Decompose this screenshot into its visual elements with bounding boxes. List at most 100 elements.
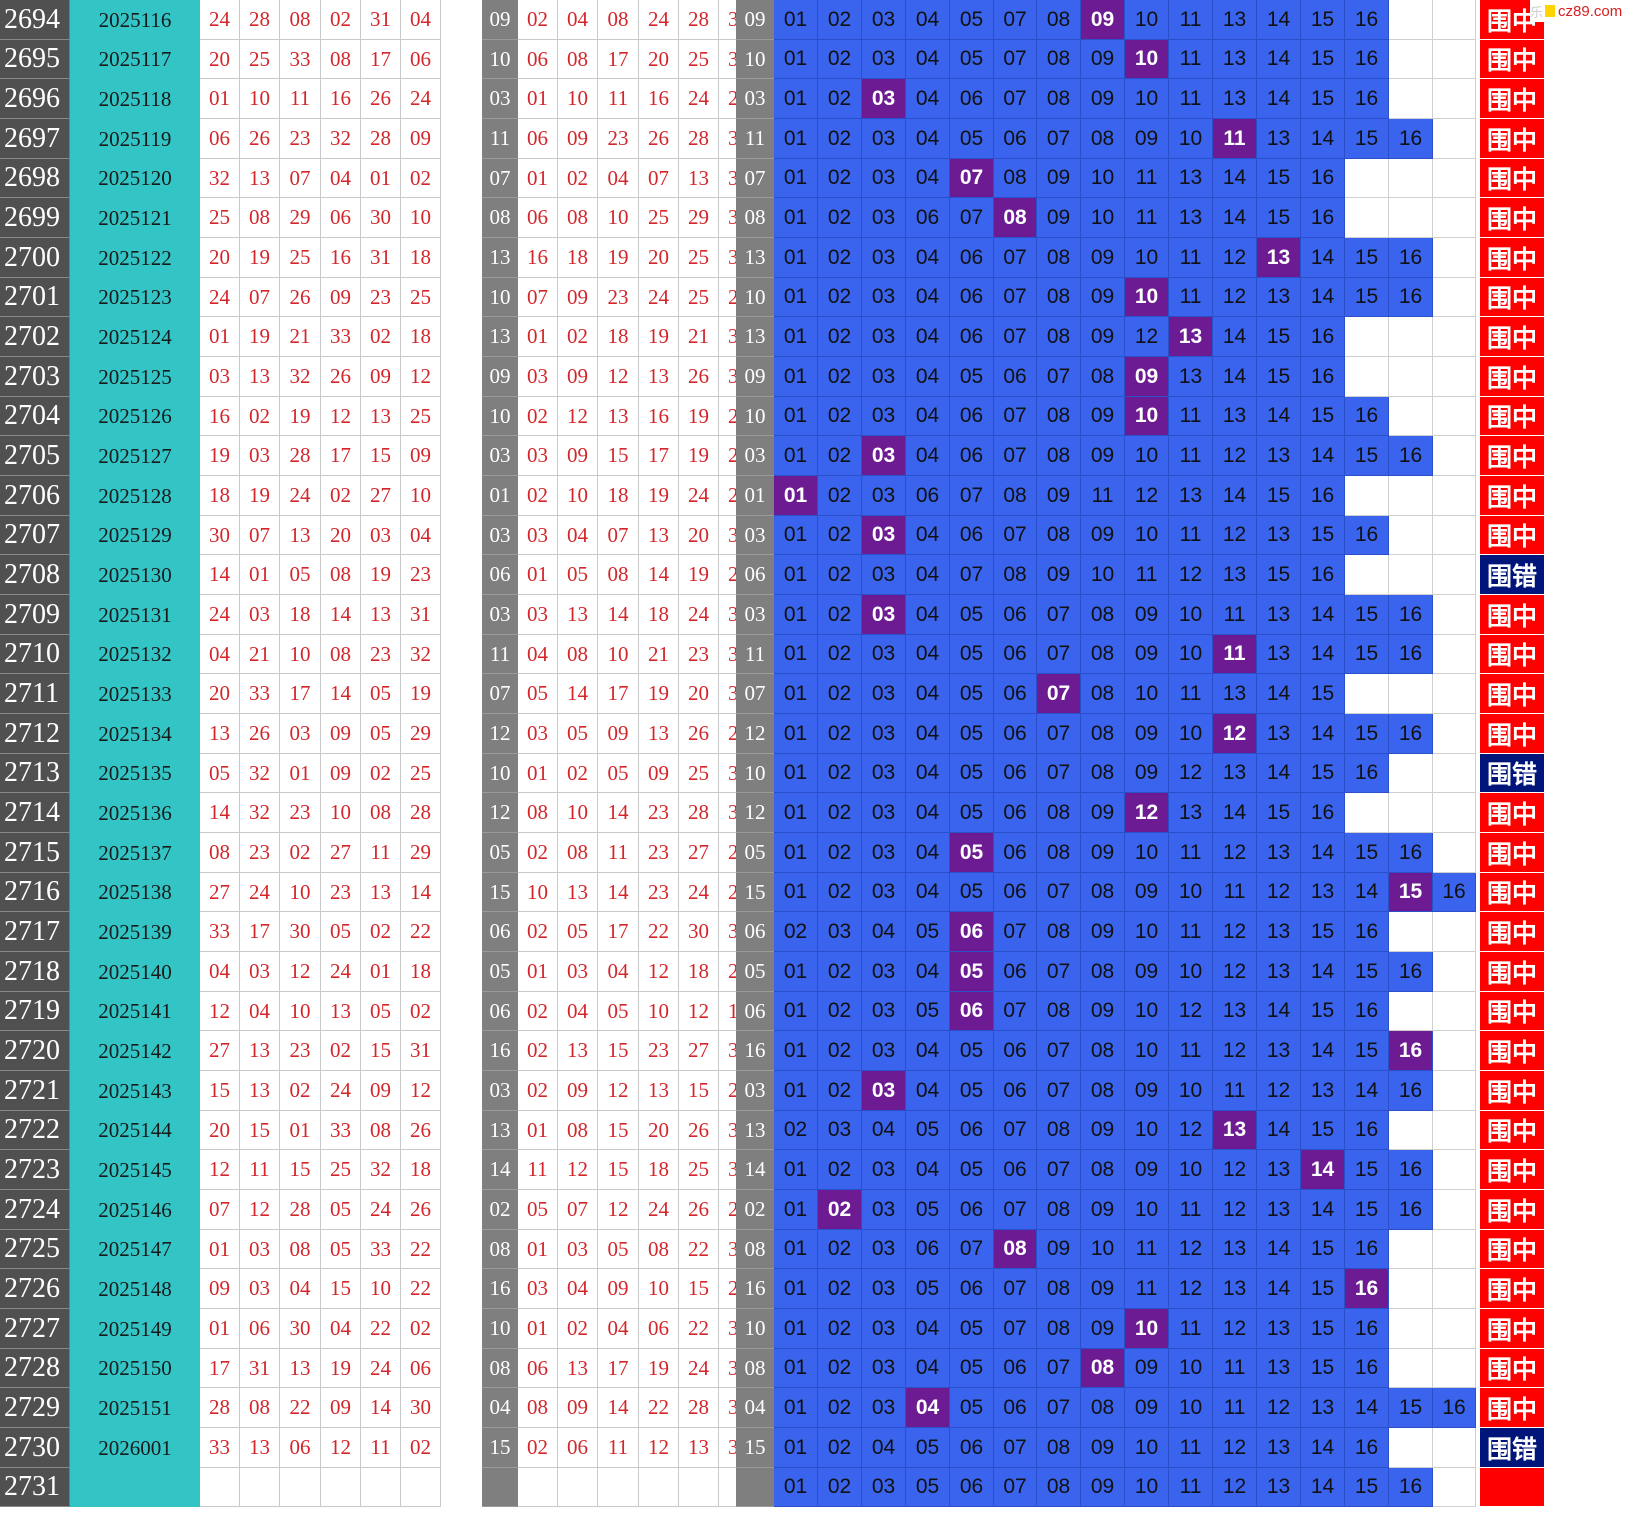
candidate-number: 09: [1081, 1269, 1125, 1309]
empty-candidate-cell: [1433, 1230, 1476, 1269]
candidate-number: 08: [994, 555, 1037, 595]
candidate-number: 15: [1257, 317, 1301, 357]
drawn-red-ball: 08: [280, 1230, 321, 1269]
candidate-number: 16: [1389, 635, 1433, 674]
candidate-number: 04: [906, 833, 950, 873]
sorted-red-ball: 13: [639, 357, 679, 397]
candidate-number: 11: [1169, 912, 1213, 952]
candidate-number: 04: [906, 873, 950, 912]
row-index: 2716: [0, 873, 70, 912]
candidate-number: 15: [1301, 1349, 1345, 1388]
drawn-red-ball: 32: [361, 1150, 401, 1190]
drawn-red-ball: 22: [401, 1230, 441, 1269]
drawn-red-ball: 07: [280, 159, 321, 198]
period-number: 2025144: [70, 1111, 200, 1150]
drawn-red-ball: 10: [240, 79, 280, 119]
candidate-number: 09: [1125, 952, 1169, 992]
candidate-number: 09: [1081, 1309, 1125, 1349]
candidate-number: 11: [1169, 1190, 1213, 1230]
sorted-red-ball: 01: [518, 555, 558, 595]
candidate-number: 15: [1301, 516, 1345, 555]
drawn-red-ball: 26: [321, 357, 361, 397]
candidate-number: 13: [1169, 357, 1213, 397]
blue-ball: 15: [482, 873, 518, 912]
result-badge: 围中: [1480, 674, 1544, 714]
drawn-red-ball: 09: [321, 714, 361, 754]
drawn-red-ball: 28: [361, 119, 401, 159]
candidate-number: 06: [994, 674, 1037, 714]
sorted-red-ball: 08: [558, 833, 598, 873]
drawn-red-ball: 06: [401, 40, 441, 79]
sorted-red-ball: 06: [518, 198, 558, 238]
candidate-number: 09: [1081, 992, 1125, 1031]
drawn-red-ball: 20: [200, 238, 240, 278]
empty-candidate-cell: [1389, 992, 1433, 1031]
empty-candidate-cell: [1389, 793, 1433, 833]
sorted-red-ball: 18: [639, 595, 679, 635]
drawn-red-ball: 02: [321, 476, 361, 516]
result-badge: 围错: [1480, 555, 1544, 595]
drawn-red-ball: 22: [401, 912, 441, 952]
drawn-red-ball: 06: [401, 1349, 441, 1388]
blue-ball-repeat: 10: [736, 754, 774, 793]
drawn-red-ball: 15: [361, 436, 401, 476]
candidate-number: 09: [1125, 1388, 1169, 1428]
candidate-number: 13: [1213, 555, 1257, 595]
empty-candidate-cell: [1433, 555, 1476, 595]
sorted-red-ball: 18: [598, 476, 639, 516]
blue-ball: 10: [482, 278, 518, 317]
candidate-number: 13: [1301, 1071, 1345, 1111]
empty-candidate-cell: [1345, 198, 1389, 238]
result-badge: 围中: [1480, 793, 1544, 833]
candidate-number: 10: [1081, 555, 1125, 595]
empty-candidate-cell: [1389, 357, 1433, 397]
candidate-number: 06: [950, 1428, 994, 1468]
sorted-red-ball: 04: [558, 992, 598, 1031]
drawn-red-ball: 13: [280, 516, 321, 555]
result-badge: 围中: [1480, 952, 1544, 992]
blue-ball-repeat: 08: [736, 1349, 774, 1388]
result-badge: 围错: [1480, 1428, 1544, 1468]
candidate-number: 15: [1257, 555, 1301, 595]
candidate-number: 12: [1169, 754, 1213, 793]
candidate-number: 11: [1213, 595, 1257, 635]
candidate-hit-number: 09: [1125, 357, 1169, 397]
empty-candidate-cell: [1433, 1468, 1476, 1507]
sorted-red-ball: 01: [518, 952, 558, 992]
candidate-number: 11: [1169, 1031, 1213, 1071]
candidate-number: 15: [1345, 952, 1389, 992]
drawn-red-ball: 11: [280, 79, 321, 119]
candidate-number: 08: [1037, 0, 1081, 40]
candidate-number: 15: [1345, 1031, 1389, 1071]
drawn-red-ball: 21: [240, 635, 280, 674]
drawn-red-ball: 08: [240, 1388, 280, 1428]
sorted-red-ball: 01: [518, 317, 558, 357]
drawn-red-ball: 30: [361, 198, 401, 238]
drawn-red-ball: 17: [200, 1349, 240, 1388]
candidate-number: 08: [1037, 833, 1081, 873]
empty-candidate-cell: [1345, 674, 1389, 714]
period-number: 2025116: [70, 0, 200, 40]
empty-candidate-cell: [1389, 397, 1433, 436]
drawn-red-ball: 19: [240, 317, 280, 357]
candidate-hit-number: 03: [862, 595, 906, 635]
blue-ball: 16: [482, 1269, 518, 1309]
sorted-red-ball: 09: [558, 436, 598, 476]
candidate-number: 01: [774, 159, 818, 198]
blue-ball: 08: [482, 1230, 518, 1269]
candidate-number: 06: [950, 1269, 994, 1309]
candidate-number: 13: [1213, 674, 1257, 714]
result-badge: 围中: [1480, 992, 1544, 1031]
candidate-number: 01: [774, 278, 818, 317]
candidate-number: 03: [862, 992, 906, 1031]
sorted-red-ball: 02: [518, 1071, 558, 1111]
empty-candidate-cell: [1433, 40, 1476, 79]
sorted-red-ball: 08: [518, 1388, 558, 1428]
candidate-number: 06: [950, 79, 994, 119]
candidate-number: 07: [1037, 952, 1081, 992]
candidate-number: 04: [906, 1031, 950, 1071]
sorted-red-ball: 28: [679, 793, 719, 833]
candidate-number: 02: [818, 595, 862, 635]
drawn-red-ball: 09: [401, 436, 441, 476]
candidate-number: 11: [1169, 278, 1213, 317]
